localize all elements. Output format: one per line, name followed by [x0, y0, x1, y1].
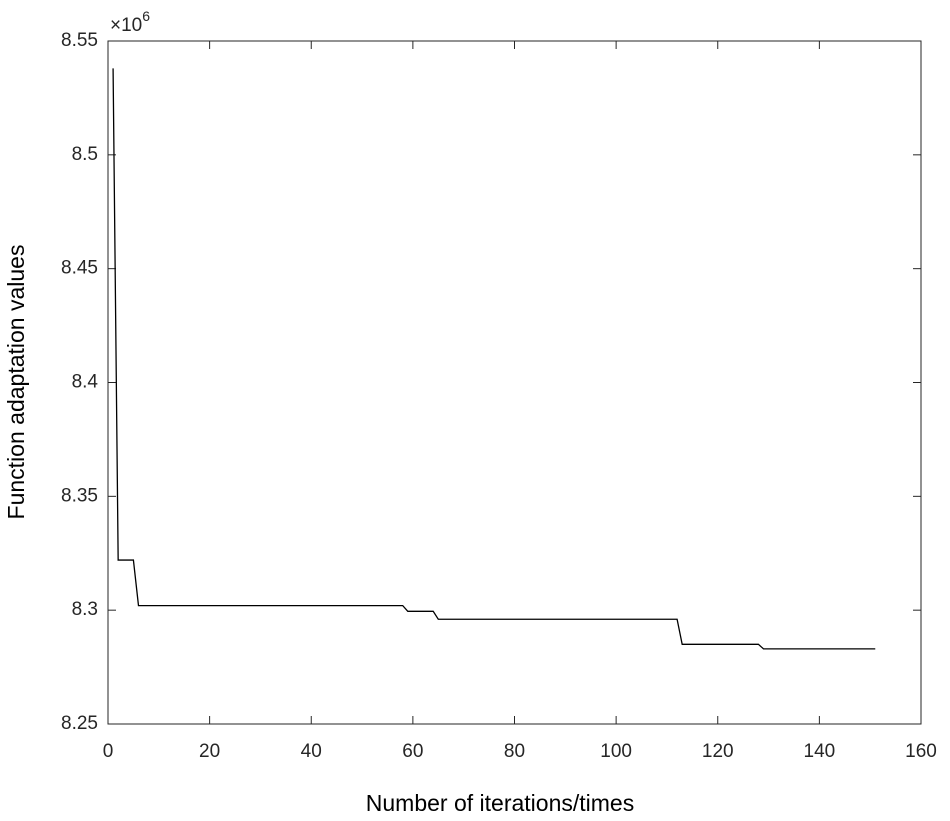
y-multiplier: ×106 [110, 8, 150, 36]
multiplier-exponent: 6 [142, 8, 150, 24]
y-tick-label: 8.4 [72, 372, 99, 393]
x-tick-label: 60 [402, 741, 423, 762]
multiplier-base: ×10 [110, 15, 142, 36]
x-tick-label: 160 [905, 741, 937, 762]
y-tick-label: 8.3 [72, 599, 98, 620]
y-tick-label: 8.35 [61, 485, 98, 506]
x-tick-label: 120 [702, 741, 734, 762]
x-tick-label: 140 [804, 741, 836, 762]
y-tick-label: 8.45 [61, 258, 98, 279]
x-tick-label: 0 [103, 741, 114, 762]
x-axis-title: Number of iterations/times [366, 790, 634, 816]
y-tick-label: 8.5 [72, 144, 98, 165]
x-tick-label: 40 [301, 741, 322, 762]
x-tick-label: 20 [199, 741, 220, 762]
plot-area [107, 40, 922, 725]
data-line [112, 68, 876, 650]
y-tick-label: 8.55 [61, 30, 98, 51]
y-tick-label: 8.25 [61, 713, 98, 734]
x-tick-label: 100 [600, 741, 632, 762]
y-axis-title: Function adaptation values [3, 245, 29, 520]
x-tick-label: 80 [504, 741, 525, 762]
